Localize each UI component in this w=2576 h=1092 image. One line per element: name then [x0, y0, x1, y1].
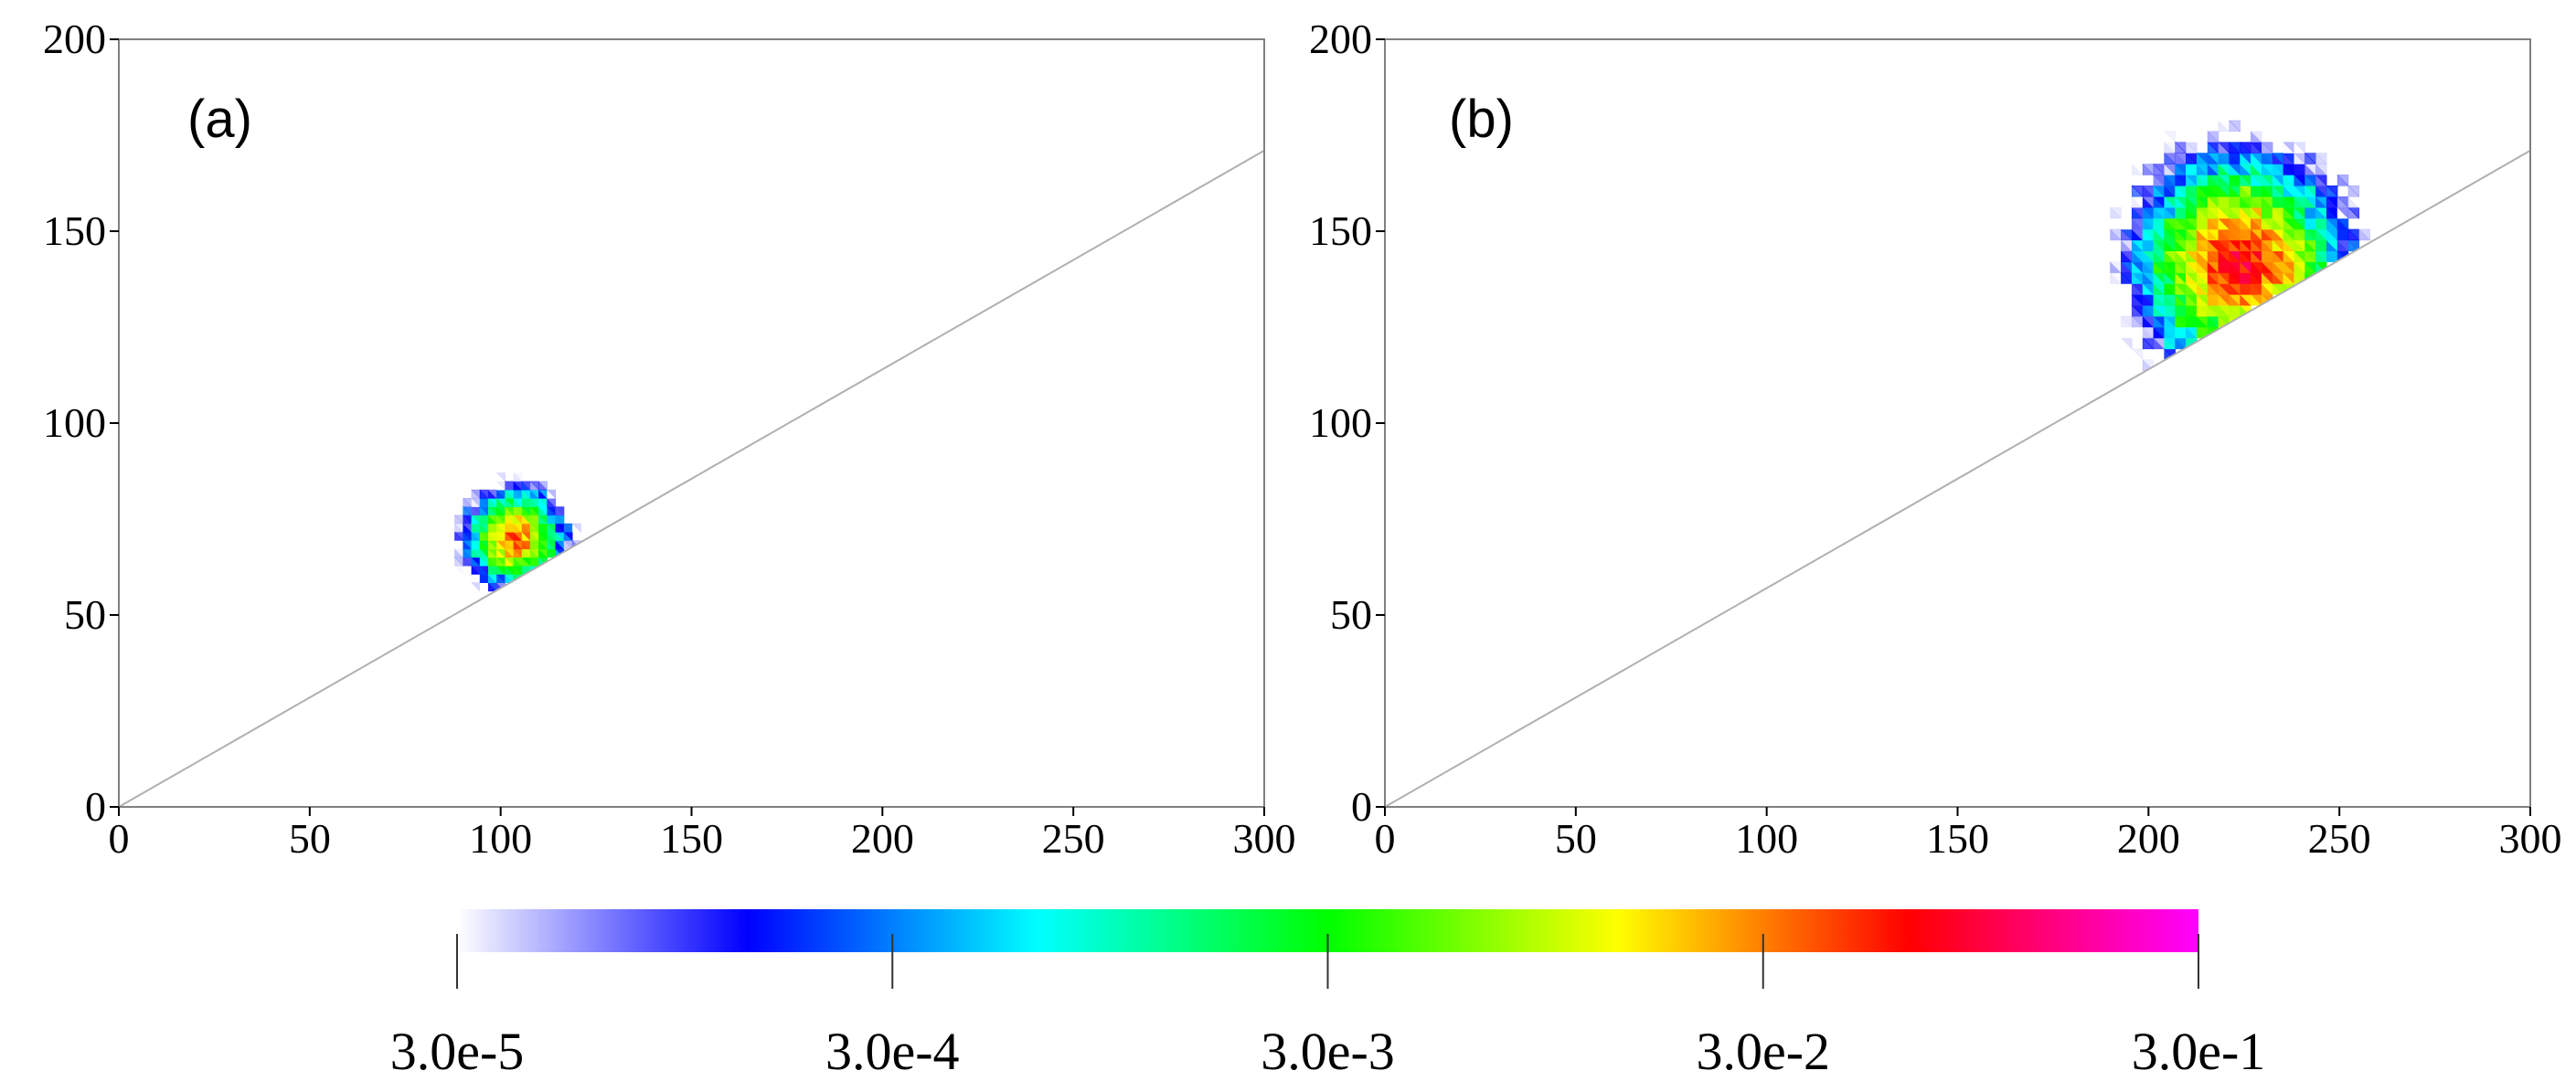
heatmap-cell — [2131, 163, 2144, 175]
heatmap-cell — [471, 581, 481, 592]
heatmap-cell — [2098, 283, 2111, 296]
heatmap-cell — [2164, 131, 2177, 143]
heatmap-cell — [496, 472, 506, 482]
x-tick-label: 250 — [1042, 815, 1105, 862]
x-tick-label: 100 — [1735, 815, 1798, 862]
heatmap-cell — [2326, 186, 2338, 197]
heatmap-cell — [2164, 141, 2177, 154]
y-tick-label: 0 — [85, 783, 106, 830]
heatmap-cell — [454, 565, 464, 575]
heatmap-cell — [538, 481, 548, 491]
colorbar-tick-label: 3.0e-4 — [825, 1022, 960, 1081]
panel-label: (b) — [1449, 90, 1514, 149]
heatmap-cell — [2109, 207, 2122, 219]
panel-b: 0 50 100 150 200 0 50 100 150 200 250 300 (b) — [1309, 16, 2562, 862]
heatmap-cell — [2185, 131, 2198, 143]
x-tick-label: 100 — [469, 815, 532, 862]
x-tick-label: 150 — [660, 815, 723, 862]
y-tick-label: 150 — [43, 207, 106, 254]
slope-line — [118, 149, 1265, 808]
heatmap-cell — [2131, 348, 2144, 361]
x-tick-label: 150 — [1926, 815, 1989, 862]
y-tick-label: 100 — [1309, 399, 1372, 446]
heatmap-cell — [2131, 348, 2144, 361]
heatmap-cell — [2228, 120, 2241, 133]
heatmap-cell — [2293, 142, 2305, 154]
x-tick-label: 300 — [2499, 815, 2562, 862]
axes: 0 50 100 150 200 0 50 100 150 200 250 300 — [1309, 16, 2562, 862]
colorbar-tick-label: 3.0e-1 — [2132, 1022, 2266, 1081]
x-tick-label: 250 — [2308, 815, 2371, 862]
colorbar-tick-label: 3.0e-3 — [1261, 1022, 1395, 1081]
heatmap-blob — [2098, 120, 2371, 372]
colorbar-tick-label: 3.0e-5 — [390, 1022, 525, 1081]
heatmap-cell — [2347, 196, 2359, 208]
panel-a: 0 50 100 150 200 0 50 100 150 200 250 300 (a) — [43, 16, 1296, 862]
x-tick-label: 0 — [109, 815, 130, 862]
y-tick-label: 200 — [1309, 16, 1372, 62]
axes: 0 50 100 150 200 0 50 100 150 200 250 300 — [43, 16, 1296, 862]
heatmap-cell — [445, 540, 455, 550]
heatmap-cell — [2347, 185, 2360, 197]
colorbar: 3.0e-5 3.0e-4 3.0e-3 3.0e-2 3.0e-1 — [390, 909, 2266, 1081]
heatmap-cell — [2347, 186, 2359, 197]
y-tick-label: 100 — [43, 399, 106, 446]
heatmap-cell — [2153, 142, 2165, 154]
heatmap-cell — [571, 523, 581, 534]
x-tick-label: 200 — [851, 815, 914, 862]
y-tick-label: 0 — [1351, 783, 1372, 830]
x-tick-label: 50 — [1555, 815, 1597, 862]
heatmap-cell — [546, 489, 557, 500]
x-tick-label: 50 — [289, 815, 331, 862]
heatmap-cell — [2120, 337, 2133, 350]
y-tick-label: 50 — [64, 591, 106, 638]
heatmap-cell — [2185, 142, 2198, 154]
panel-label: (a) — [187, 90, 252, 149]
colorbar-ticks: 3.0e-5 3.0e-4 3.0e-3 3.0e-2 3.0e-1 — [390, 934, 2266, 1081]
heatmap-cell — [2186, 131, 2198, 143]
heatmap-cell — [2218, 120, 2230, 133]
heatmap-cell — [2121, 326, 2133, 339]
heatmap-cell — [2099, 282, 2112, 295]
y-tick-label: 200 — [43, 16, 106, 62]
heatmap-cell — [2315, 153, 2327, 165]
heatmap-cell — [2153, 141, 2166, 154]
heatmap-cell — [513, 472, 523, 482]
heatmap-cell — [2218, 120, 2230, 133]
heatmap-cell — [2261, 142, 2273, 154]
y-tick-label: 150 — [1309, 207, 1372, 254]
heatmap-cell — [2229, 120, 2241, 133]
slope-line — [1384, 149, 2531, 808]
heatmap-cell — [555, 506, 565, 516]
heatmap-cell — [463, 573, 473, 584]
heatmap-cell — [446, 539, 456, 550]
heatmap-cell — [2207, 131, 2219, 143]
heatmap-layer — [1384, 120, 2531, 809]
y-tick-label: 50 — [1330, 591, 1372, 638]
heatmap-cell — [2250, 131, 2262, 143]
heatmap-cell — [2110, 207, 2123, 219]
x-tick-label: 200 — [2117, 815, 2180, 862]
x-tick-label: 0 — [1375, 815, 1396, 862]
colorbar-tick-label: 3.0e-2 — [1696, 1022, 1830, 1081]
x-tick-label: 300 — [1233, 815, 1296, 862]
heatmap-cell — [2336, 175, 2349, 187]
heatmap-cell — [2121, 337, 2133, 350]
heatmap-cell — [495, 472, 506, 482]
heatmap-cell — [2358, 228, 2370, 241]
heatmap-layer — [118, 149, 1265, 809]
heatmap-cell — [2163, 131, 2176, 143]
